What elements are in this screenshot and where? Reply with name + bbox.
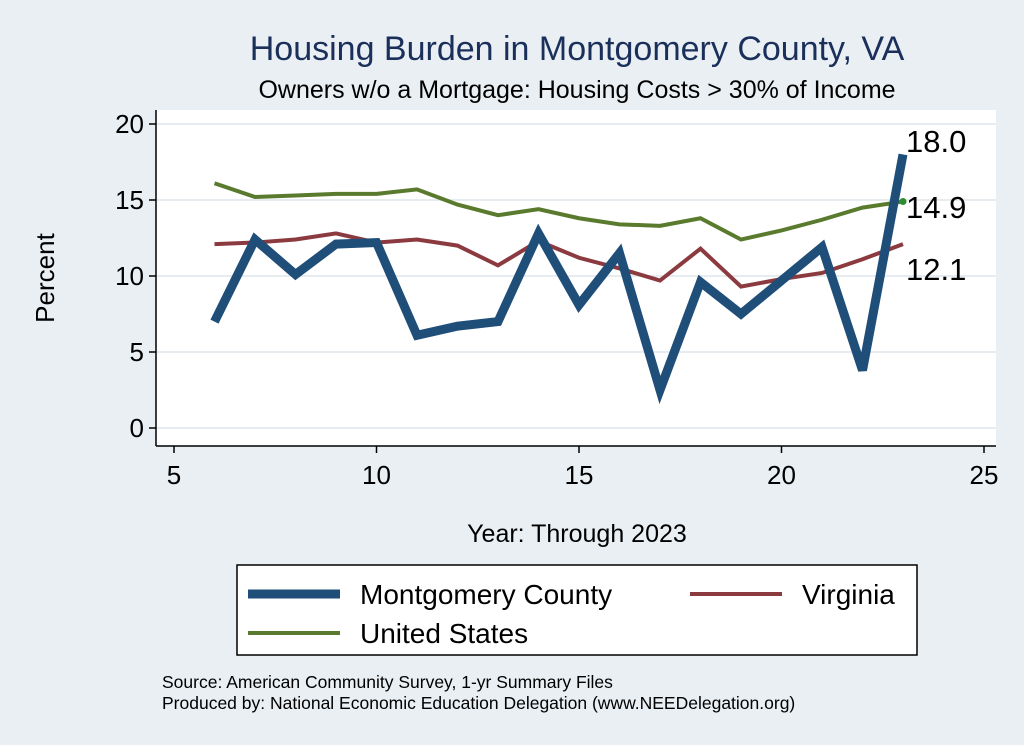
x-axis-label: Year: Through 2023: [467, 520, 687, 548]
chart-subtitle: Owners w/o a Mortgage: Housing Costs > 3…: [258, 76, 895, 104]
y-tick-label-20: 20: [115, 109, 144, 139]
end-label-united-states: 14.9: [906, 190, 966, 225]
x-tick-label-10: 10: [362, 460, 391, 490]
y-tick-label-0: 0: [130, 413, 144, 443]
y-tick-label-15: 15: [115, 185, 144, 215]
y-axis-label: Percent: [30, 232, 60, 322]
footer-source: Source: American Community Survey, 1-yr …: [162, 672, 613, 692]
legend: Montgomery County Virginia United States: [236, 564, 918, 656]
chart-title: Housing Burden in Montgomery County, VA: [250, 30, 905, 68]
end-labels: 18.0 12.1 14.9: [906, 124, 966, 287]
legend-box: [236, 564, 918, 656]
footer-produced-by: Produced by: National Economic Education…: [162, 693, 795, 713]
x-tick-label-25: 25: [970, 460, 999, 490]
x-tick-label-20: 20: [767, 460, 796, 490]
end-label-virginia: 12.1: [906, 252, 966, 287]
end-label-montgomery-county: 18.0: [906, 124, 966, 159]
y-tick-label-10: 10: [115, 261, 144, 291]
legend-label-united-states: United States: [360, 618, 528, 649]
x-tick-label-15: 15: [565, 460, 594, 490]
series-line-united-states: [213, 181, 904, 242]
x-axis-ticks: 5 10 15 20 25: [167, 446, 999, 490]
x-tick-label-5: 5: [167, 460, 181, 490]
axes: [155, 110, 996, 447]
y-axis-ticks: 0 5 10 15 20: [115, 109, 156, 443]
y-tick-label-5: 5: [130, 337, 144, 367]
series-lines: [210, 153, 908, 405]
legend-label-virginia: Virginia: [802, 579, 895, 610]
plot-area: [156, 110, 996, 446]
series-line-montgomery-county: [210, 153, 908, 405]
legend-label-montgomery-county: Montgomery County: [360, 579, 612, 610]
end-marker-united-states: [899, 198, 907, 206]
